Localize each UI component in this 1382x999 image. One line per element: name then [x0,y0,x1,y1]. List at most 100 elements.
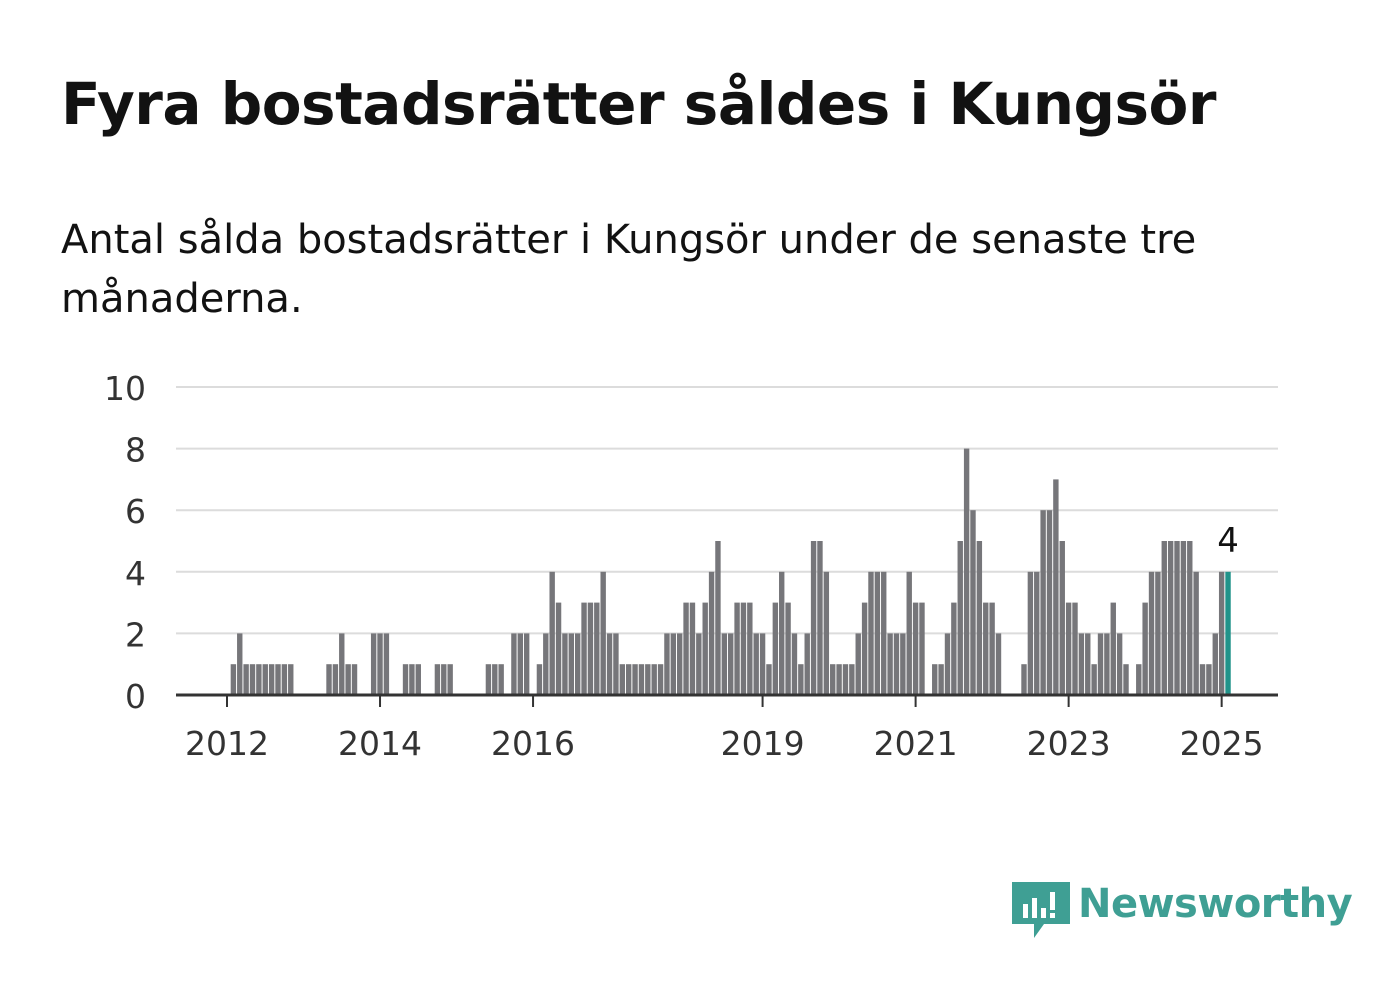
bar [855,633,861,695]
bar [657,664,664,695]
bar [1027,571,1034,695]
bar [1110,602,1116,695]
bar [613,633,619,695]
bar [632,664,638,695]
bar [689,602,696,695]
bar [619,664,626,695]
bar [600,571,606,695]
bar [332,664,339,695]
x-tick-label: 2016 [491,724,575,763]
bar [1085,633,1091,695]
bar [1206,664,1212,695]
bar [275,664,281,695]
bar [1053,479,1059,695]
bar [734,602,740,695]
bar [1091,664,1097,695]
bar [651,664,657,695]
y-tick-label: 6 [125,492,146,531]
bar [670,633,677,695]
bar [1097,633,1104,695]
bar [1040,510,1046,695]
bar [1059,541,1065,695]
bar [1034,571,1040,695]
bar [625,664,632,695]
bar [492,664,498,695]
bar [708,571,715,695]
bar [594,602,600,695]
bar [1187,541,1193,695]
bar [887,633,893,695]
bar [498,664,504,695]
bar [1218,571,1225,695]
bar [645,664,651,695]
axis-labels: 0 2 4 6 8 10 2012 2014 2016 2019 2021 2023 2025 4 [104,369,1264,763]
bar [339,633,345,695]
bar [377,633,383,695]
bar [326,664,332,695]
bar [351,664,358,695]
bar [288,664,294,695]
bar [919,602,925,695]
bar [696,633,702,695]
bar [842,664,849,695]
bar [791,633,798,695]
bar [237,633,243,695]
bar [766,664,772,695]
bar [715,541,721,695]
bar [702,602,708,695]
bar [747,602,753,695]
bar [447,664,453,695]
bar [574,633,581,695]
bar [963,448,970,695]
bar [523,633,530,695]
bar [957,541,963,695]
bar [587,602,594,695]
bar [900,633,906,695]
bar [1046,510,1053,695]
bar [817,541,823,695]
bar [281,664,288,695]
bar [810,541,817,695]
bar [1078,633,1085,695]
bar [664,633,670,695]
x-axis [176,693,1278,707]
bar [874,571,881,695]
bar [1116,633,1123,695]
bar [1072,602,1078,695]
bar [728,633,734,695]
y-tick-label: 0 [125,677,146,716]
bar [1180,541,1187,695]
bar [798,664,804,695]
x-tick-label: 2012 [185,724,269,763]
bar [581,602,587,695]
bar [562,633,568,695]
y-tick-label: 10 [104,369,146,408]
bar [549,571,555,695]
bar [938,664,944,695]
chart-subtitle: Antal sålda bostadsrätter i Kungsör unde… [61,217,1197,322]
bar [517,633,523,695]
bar [740,602,747,695]
y-tick-label: 8 [125,431,146,470]
bar [1199,664,1206,695]
bar [230,664,237,695]
bar [721,633,728,695]
bar [256,664,262,695]
bar [409,664,415,695]
bar [779,571,785,695]
bar [383,633,390,695]
bar [830,664,836,695]
bar [1174,541,1180,695]
bar [1155,571,1161,695]
bar [785,602,791,695]
bar [434,664,441,695]
bar [243,664,249,695]
bar-highlight [1225,571,1231,695]
bar [1136,664,1142,695]
bar [836,664,842,695]
bar [568,633,575,695]
bar [1142,602,1148,695]
bar [415,664,421,695]
bar [555,602,562,695]
bar [485,664,492,695]
